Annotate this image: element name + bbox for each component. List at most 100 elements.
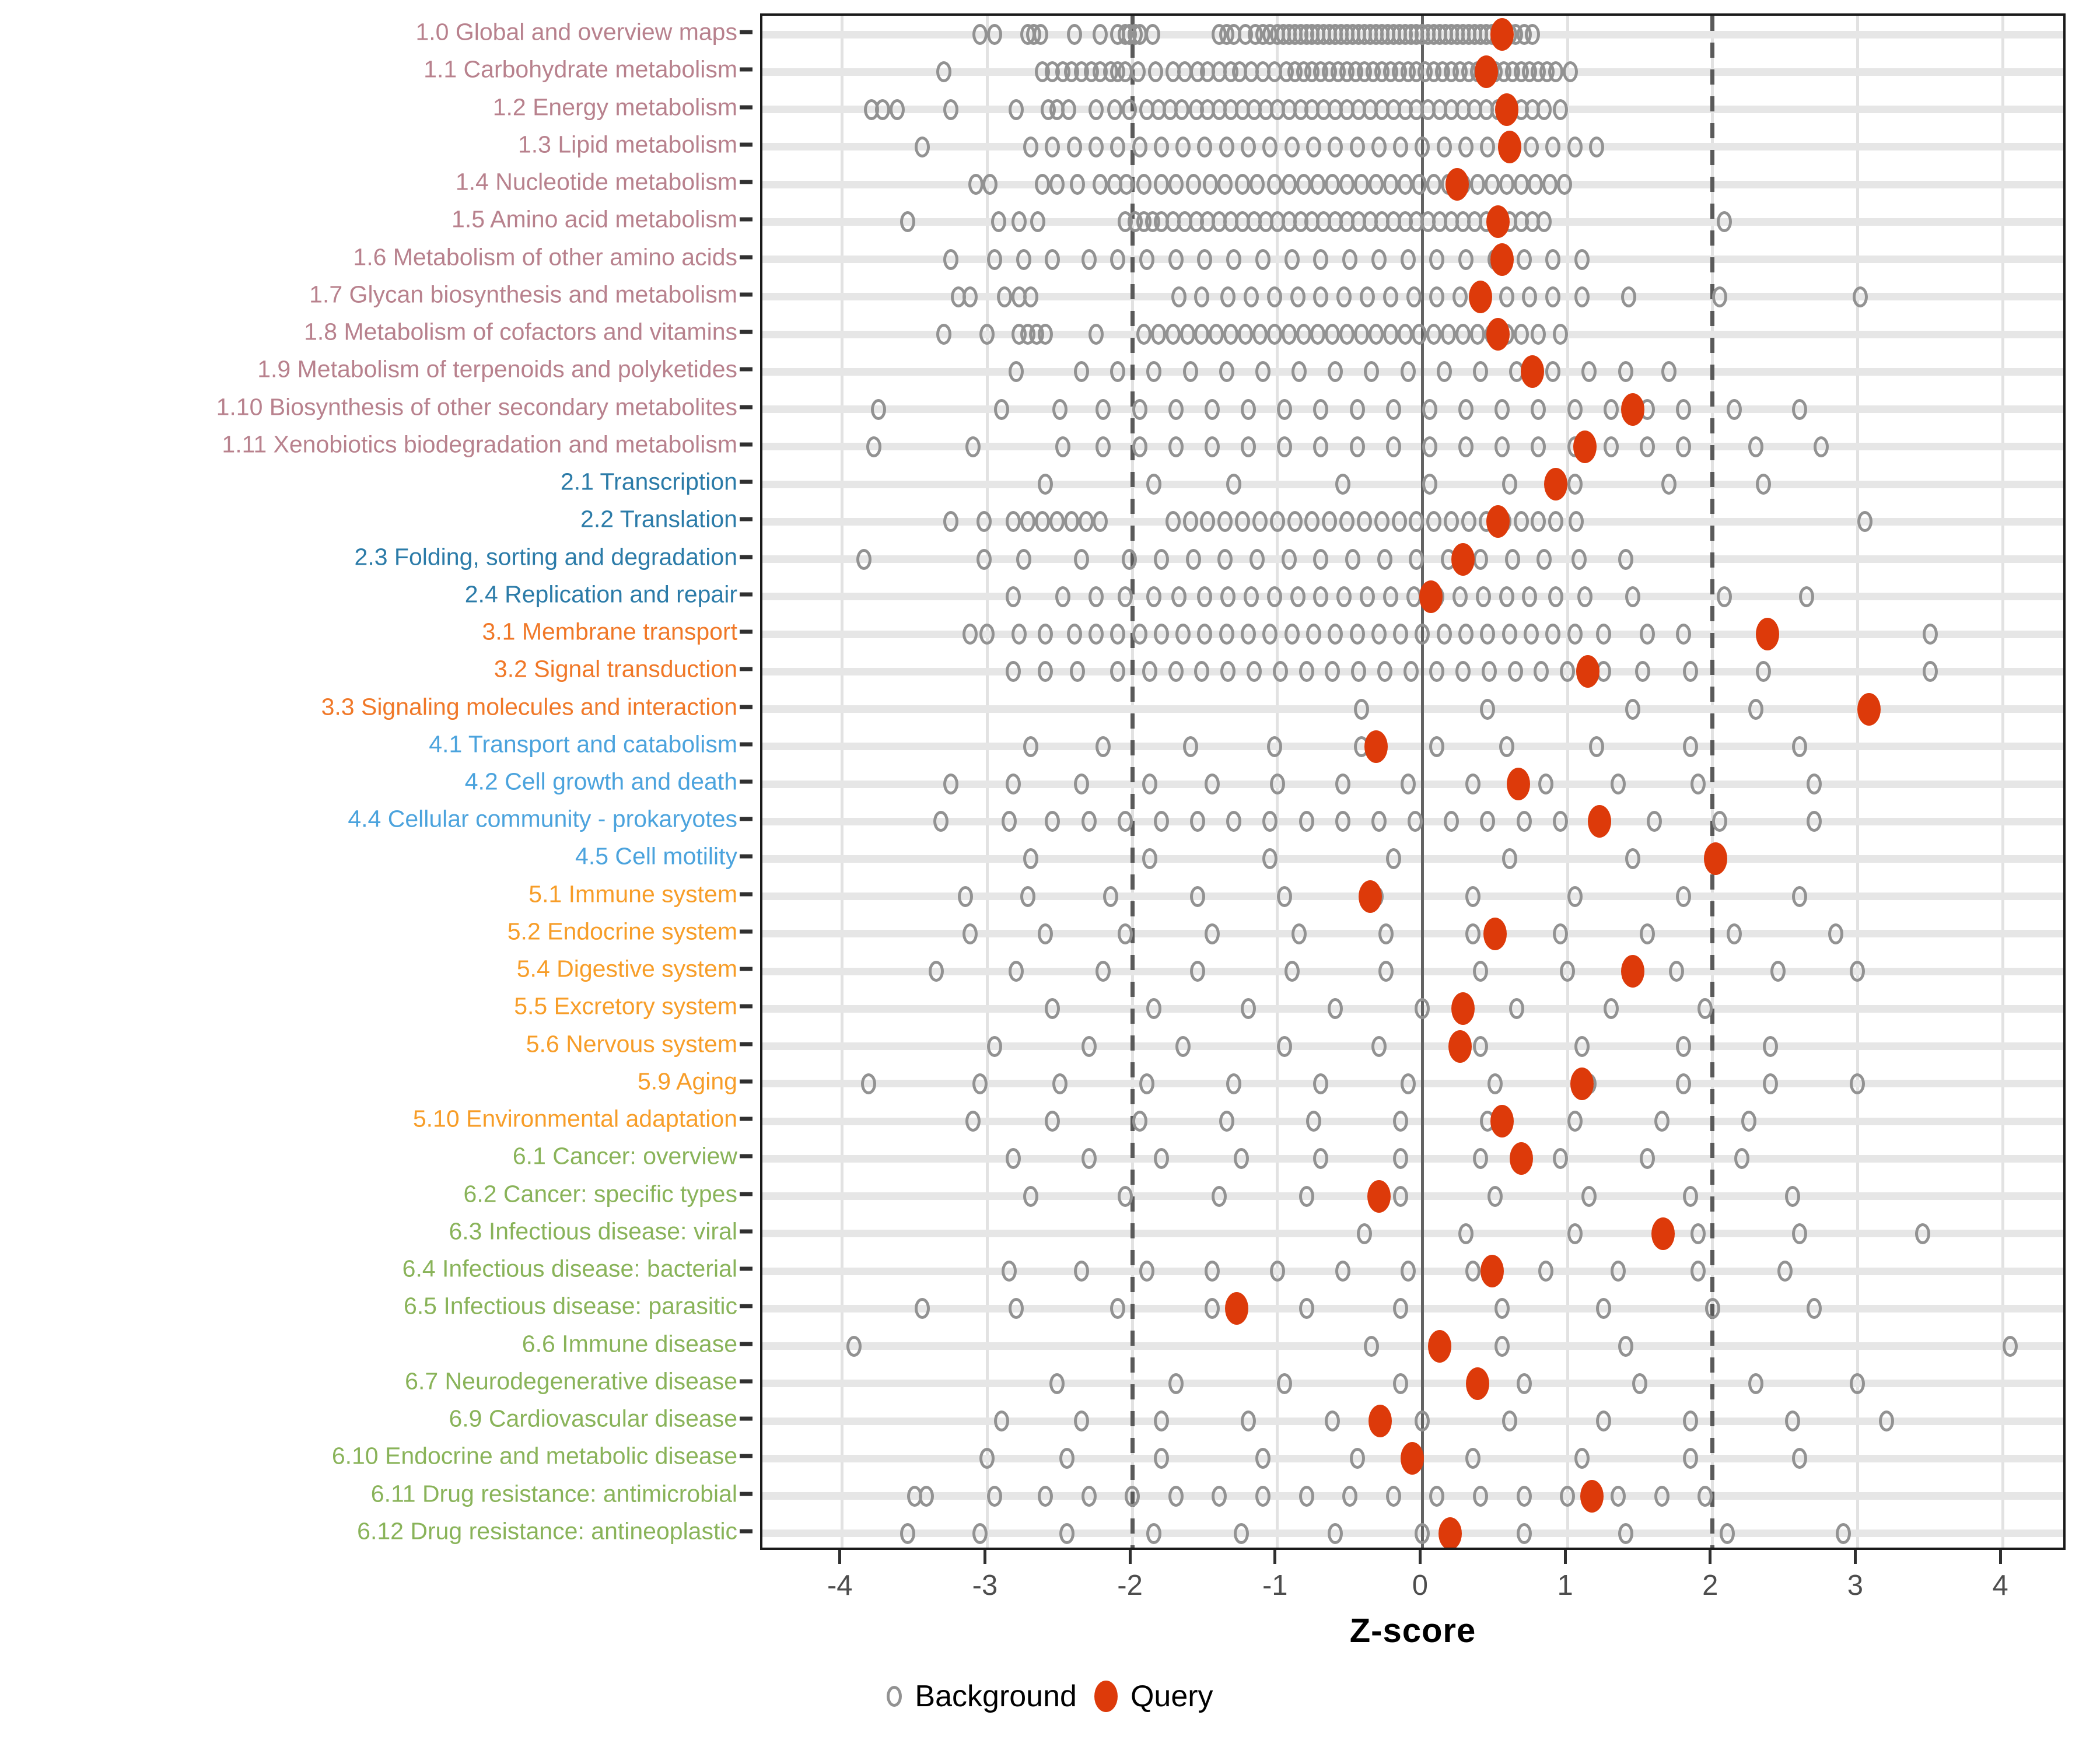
background-point xyxy=(1415,1522,1430,1544)
y-axis-tick-mark xyxy=(740,667,752,671)
background-point xyxy=(1683,1410,1699,1432)
background-point xyxy=(1426,174,1442,195)
background-point xyxy=(962,624,978,645)
background-point xyxy=(936,61,951,83)
background-point xyxy=(1625,586,1640,607)
background-point xyxy=(1806,774,1822,794)
background-point xyxy=(1436,624,1452,645)
background-point xyxy=(1185,548,1201,570)
query-point xyxy=(1857,692,1881,726)
query-point xyxy=(1468,280,1492,313)
background-point xyxy=(1249,548,1265,570)
background-point xyxy=(1009,361,1024,383)
background-point xyxy=(958,886,974,907)
background-point xyxy=(1531,511,1546,533)
background-point xyxy=(1139,1073,1154,1094)
background-point xyxy=(1235,174,1251,195)
background-point xyxy=(1850,1373,1866,1394)
background-point xyxy=(1716,211,1732,233)
background-point xyxy=(1142,848,1157,870)
y-axis-tick-label: 6.4 Infectious disease: bacterial xyxy=(402,1255,737,1282)
background-point xyxy=(979,624,995,645)
background-point xyxy=(943,774,959,794)
background-point xyxy=(1371,136,1387,158)
y-gridline xyxy=(762,1342,2063,1350)
background-point xyxy=(1204,1298,1220,1320)
background-point xyxy=(1335,811,1350,832)
y-axis-tick-label: 5.6 Nervous system xyxy=(526,1030,737,1058)
background-point xyxy=(1001,1261,1017,1282)
background-point xyxy=(1132,436,1147,457)
background-point xyxy=(1345,548,1361,570)
background-point xyxy=(1676,886,1692,907)
background-point xyxy=(1409,511,1424,533)
background-point xyxy=(1393,624,1409,645)
background-point xyxy=(1194,286,1210,307)
filled-circle-icon xyxy=(1094,1681,1118,1712)
background-point xyxy=(1313,548,1329,570)
background-point xyxy=(1081,1148,1097,1170)
background-point xyxy=(1165,324,1181,345)
background-point xyxy=(1734,1148,1749,1170)
background-point xyxy=(1668,961,1684,982)
background-point xyxy=(1310,174,1326,195)
background-point xyxy=(1353,324,1369,345)
background-point xyxy=(1266,736,1282,757)
y-axis-tick-label: 4.2 Cell growth and death xyxy=(464,768,737,795)
background-point xyxy=(1563,61,1578,83)
background-point xyxy=(1727,398,1742,420)
background-point xyxy=(1548,511,1564,533)
background-point xyxy=(1748,1373,1764,1394)
background-point xyxy=(1088,586,1104,607)
background-point xyxy=(1596,1298,1612,1320)
background-point xyxy=(1406,286,1422,307)
background-point xyxy=(1409,548,1424,570)
legend-label-query: Query xyxy=(1130,1679,1213,1713)
y-gridline xyxy=(762,1042,2063,1051)
background-point xyxy=(918,1485,934,1507)
background-point xyxy=(1034,174,1050,195)
query-point xyxy=(1428,1329,1452,1363)
background-point xyxy=(1182,511,1198,533)
background-point xyxy=(1393,1148,1409,1170)
background-point xyxy=(1102,886,1118,907)
background-point xyxy=(1110,361,1126,383)
background-point xyxy=(1313,586,1329,607)
background-point xyxy=(1204,436,1220,457)
background-point xyxy=(972,1522,988,1544)
background-point xyxy=(1429,661,1445,682)
background-point xyxy=(1639,624,1655,645)
background-point xyxy=(1371,1035,1387,1057)
y-gridline xyxy=(762,1530,2063,1538)
background-point xyxy=(1298,811,1314,832)
background-point xyxy=(1770,961,1786,982)
background-point xyxy=(1412,324,1427,345)
background-point xyxy=(1045,998,1060,1020)
y-axis-tick-mark xyxy=(740,1492,752,1496)
background-point xyxy=(1806,1298,1822,1320)
background-point xyxy=(1284,961,1300,982)
background-point xyxy=(1712,286,1728,307)
background-point xyxy=(936,324,951,345)
y-axis-tick-label: 1.11 Xenobiotics biodegradation and meta… xyxy=(222,430,737,458)
background-point xyxy=(1335,1261,1350,1282)
background-point xyxy=(1349,436,1365,457)
y-gridline xyxy=(762,705,2063,713)
background-point xyxy=(1472,1485,1488,1507)
background-point xyxy=(900,1522,915,1544)
x-axis-tick-mark xyxy=(1418,1550,1422,1564)
y-axis-tick-mark xyxy=(740,854,752,859)
query-point xyxy=(1651,1217,1675,1250)
background-point xyxy=(1504,548,1520,570)
background-point xyxy=(1835,1522,1851,1544)
y-axis-tick-mark xyxy=(740,217,752,222)
background-point xyxy=(1545,286,1561,307)
background-point xyxy=(1784,1410,1800,1432)
background-point xyxy=(1712,811,1728,832)
background-point xyxy=(1531,398,1546,420)
background-point xyxy=(1006,1148,1021,1170)
background-point xyxy=(1136,324,1152,345)
background-point xyxy=(1516,811,1532,832)
query-point xyxy=(1621,393,1644,426)
